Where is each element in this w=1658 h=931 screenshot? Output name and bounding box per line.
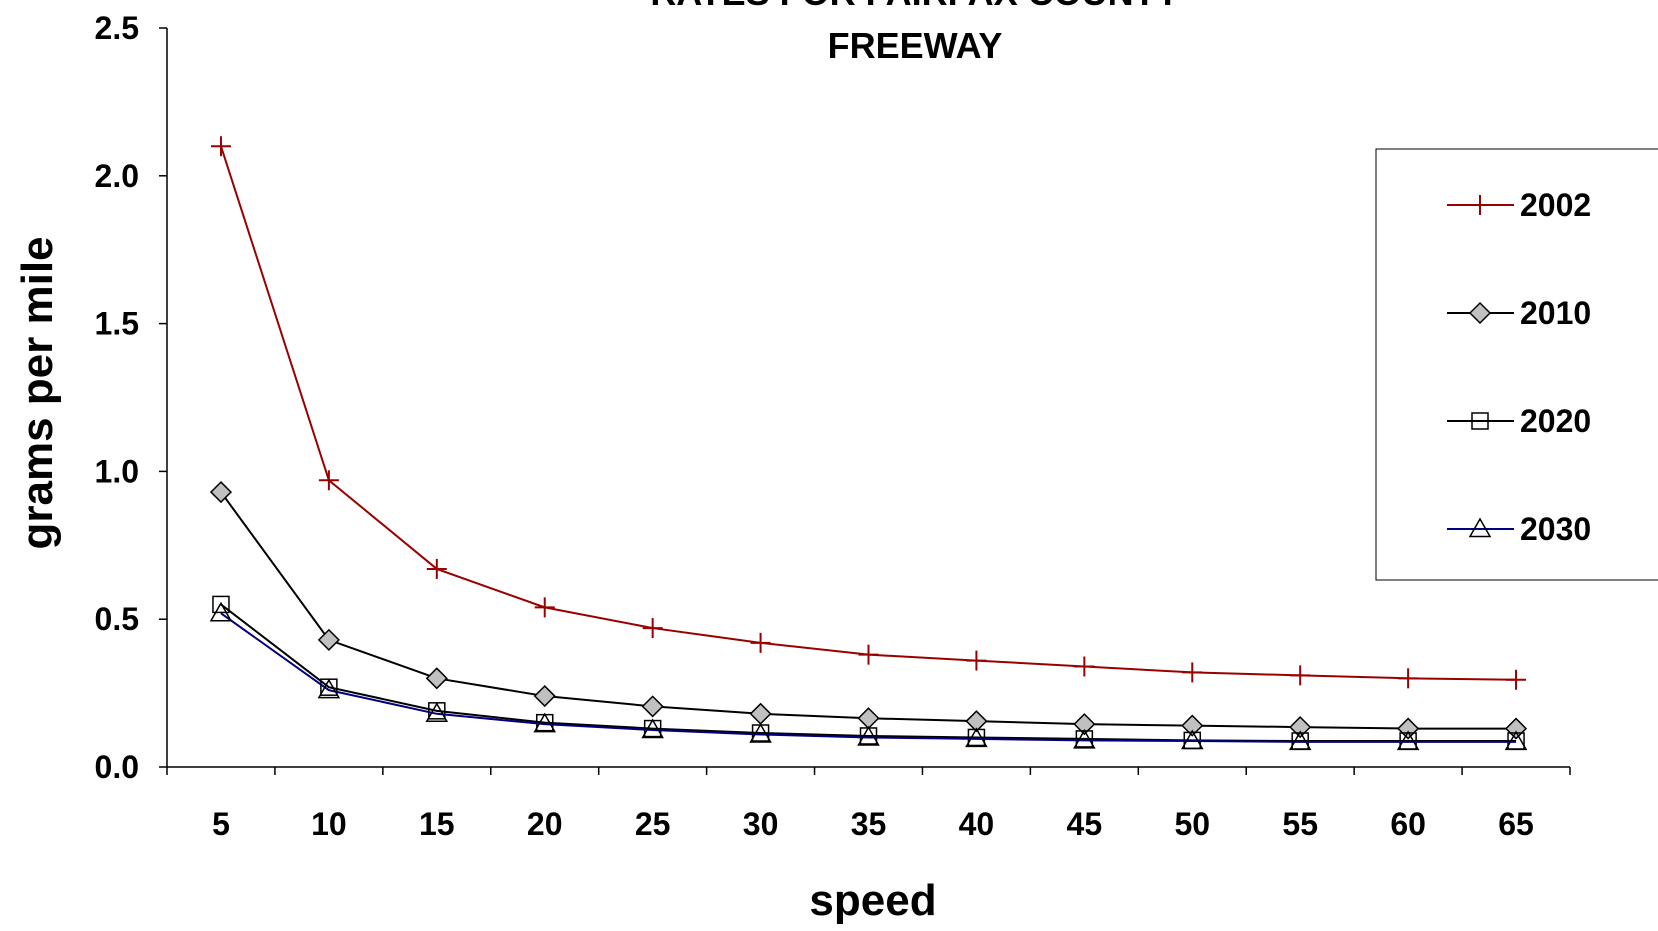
data-point-plus-marker [1398,668,1419,689]
y-tick-label: 1.0 [95,453,139,489]
data-point-plus-marker [318,470,339,491]
data-point-triangle-marker [1288,730,1312,751]
y-tick-label: 2.5 [95,10,139,46]
x-tick-label: 30 [743,806,779,842]
y-tick-label: 2.0 [95,158,139,194]
chart-title: RATES FOR FAIRFAX COUNTY FREEWAY [650,0,1179,66]
legend-item-2020: 2020 [1447,403,1591,439]
series-2030 [209,601,1528,751]
data-point-diamond-marker [857,707,880,730]
x-tick-label: 65 [1498,806,1534,842]
y-tick-label: 0.0 [95,749,139,785]
data-point-diamond-marker [1504,717,1528,740]
x-tick-labels: 5 10 15 20 25 30 35 40 45 50 55 60 65 [212,806,1534,842]
chart-title-line-2: FREEWAY [828,25,1003,66]
data-point-diamond-marker [1397,717,1420,740]
data-point-plus-marker [1470,195,1490,215]
data-point-plus-marker [1182,662,1203,683]
legend-item-2002: 2002 [1447,187,1591,223]
series-2002 [210,136,1527,690]
data-point-triangle-marker [1180,729,1204,750]
legend-label: 2030 [1520,511,1591,547]
legend-label: 2002 [1520,187,1591,223]
data-point-diamond-marker [317,628,340,651]
data-point-plus-marker [966,650,987,671]
legend-item-2030: 2030 [1447,511,1591,547]
data-point-plus-marker [1290,665,1311,686]
data-point-plus-marker [534,597,555,618]
series-line-2010 [220,491,1517,730]
x-tick-label: 35 [851,806,887,842]
data-point-plus-marker [642,618,663,639]
x-tick-label: 25 [635,806,671,842]
legend-label: 2010 [1520,295,1591,331]
axes [159,27,1571,775]
data-point-triangle-marker [425,702,449,723]
data-point-plus-marker [1506,669,1527,690]
data-point-plus-marker [1074,656,1095,677]
data-point-diamond-marker [209,481,233,504]
data-point-triangle-marker [965,727,988,748]
y-tick-label: 0.5 [95,601,139,637]
data-point-diamond-marker [533,684,556,708]
data-point-plus-marker [426,558,447,579]
series-2010 [209,481,1528,740]
series-line-2030 [220,612,1517,743]
x-tick-label: 5 [212,806,230,842]
chart-title-line-1: RATES FOR FAIRFAX COUNTY [650,0,1179,13]
data-point-plus-marker [210,136,231,157]
data-point-diamond-marker [1468,301,1492,325]
series-line-2002 [220,145,1517,681]
data-point-diamond-marker [1181,714,1204,737]
data-point-triangle-marker [1396,730,1420,751]
legend-item-2010: 2010 [1447,295,1591,331]
data-point-triangle-marker [641,718,664,739]
data-point-triangle-marker [533,712,557,733]
data-point-triangle-marker [749,722,772,743]
x-tick-label: 40 [959,806,995,842]
data-point-triangle-marker [1468,517,1492,538]
data-point-diamond-marker [749,702,772,725]
x-tick-label: 15 [419,806,455,842]
x-tick-label: 45 [1067,806,1103,842]
y-axis-label: grams per mile [13,236,62,549]
data-point-triangle-marker [209,601,233,622]
series-layer [209,136,1528,751]
legend-label: 2020 [1520,403,1591,439]
data-point-diamond-marker [1289,716,1312,739]
data-point-plus-marker [858,644,879,665]
x-tick-label: 60 [1390,806,1426,842]
legend-box [1375,148,1658,581]
x-tick-label: 50 [1174,806,1210,842]
data-point-diamond-marker [641,695,664,718]
x-tick-label: 10 [311,806,347,842]
data-point-diamond-marker [425,667,448,690]
data-point-diamond-marker [1073,713,1096,736]
x-axis-label: speed [809,876,936,925]
data-point-square-marker [212,595,230,614]
x-tick-label: 20 [527,806,563,842]
data-point-square-marker [1471,412,1489,430]
data-point-triangle-marker [317,678,341,699]
data-point-triangle-marker [1073,728,1096,749]
x-tick-label: 55 [1282,806,1318,842]
data-point-diamond-marker [965,710,988,733]
legend: 2002 2010 2020 2030 [1375,148,1658,581]
data-point-triangle-marker [1504,730,1528,751]
y-tick-label: 1.5 [95,306,139,342]
data-point-triangle-marker [857,725,880,746]
y-tick-labels: 0.0 0.5 1.0 1.5 2.0 2.5 [95,10,139,785]
data-point-plus-marker [750,632,771,653]
